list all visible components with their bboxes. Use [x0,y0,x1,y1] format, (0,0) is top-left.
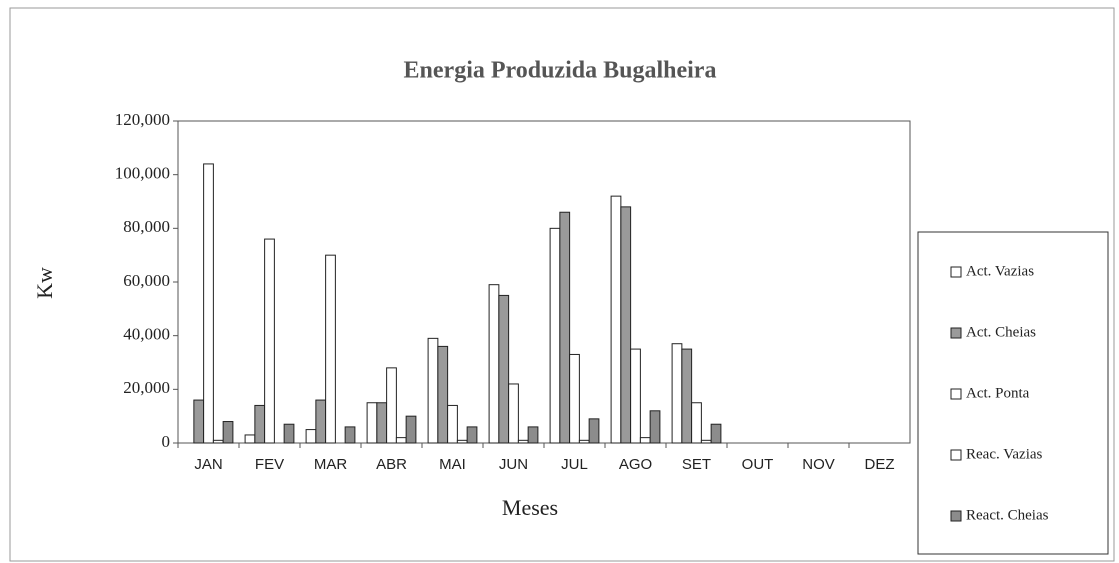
bar [437,345,449,444]
bar [386,367,397,444]
bar [222,421,234,444]
legend-swatch [950,327,962,339]
bar [671,343,683,444]
bar [649,410,661,444]
bar [681,348,693,444]
x-tick-label: JUL [561,456,588,473]
bar [456,439,468,444]
y-tick-label: 40,000 [123,325,170,344]
x-tick-label: SET [682,456,711,473]
bar [578,439,590,444]
legend-swatch [950,510,962,522]
bar [620,206,632,444]
bar [700,439,712,444]
bar [498,294,510,444]
legend-label: Act. Ponta [966,385,1030,401]
x-tick-label: MAI [439,456,466,473]
bar [254,404,266,444]
bar [549,227,561,444]
bar [193,399,205,444]
bar [244,434,256,444]
y-tick-label: 60,000 [123,271,170,290]
bar [517,439,529,444]
x-tick-label: AGO [619,456,652,473]
legend-label: Reac. Vazias [966,446,1043,462]
y-tick-label: 120,000 [115,110,170,129]
bar [559,211,571,444]
bar [630,348,641,444]
legend-label: Act. Vazias [966,263,1034,279]
bar [344,426,356,444]
bar [488,284,500,444]
bar [212,439,224,444]
x-tick-label: DEZ [865,456,895,473]
x-axis-label: Meses [502,495,558,520]
frame [9,7,1115,562]
bar [325,254,336,444]
bar [639,437,651,444]
y-tick-label: 100,000 [115,164,170,183]
bar [466,426,478,444]
y-tick-label: 0 [162,432,171,451]
plot-area [177,120,911,444]
x-tick-label: ABR [376,456,407,473]
legend-label: React. Cheias [966,507,1049,523]
y-tick-label: 80,000 [123,217,170,236]
bar [447,404,458,444]
x-tick-label: JUN [499,456,528,473]
bar [315,399,327,444]
x-tick-label: NOV [802,456,835,473]
bar [366,402,378,444]
bar [427,337,439,444]
x-tick-label: JAN [194,456,222,473]
legend [917,231,1109,555]
y-tick-label: 20,000 [123,378,170,397]
x-tick-label: OUT [742,456,774,473]
x-tick-label: FEV [255,456,284,473]
bar [508,383,519,444]
chart-title: Energia Produzida Bugalheira [404,58,717,84]
bar [610,195,622,444]
y-axis-label: Kw [32,267,57,299]
legend-label: Act. Cheias [966,324,1036,340]
legend-swatch [950,266,962,278]
bar [395,437,407,444]
bar [527,426,539,444]
bar [691,402,702,444]
bar [264,238,275,444]
bar [710,423,722,444]
legend-swatch [950,449,962,461]
bar [569,353,580,444]
bar [283,423,295,444]
bar [203,163,214,444]
legend-swatch [950,388,962,400]
bar [376,402,388,444]
bar [405,415,417,444]
x-tick-label: MAR [314,456,348,473]
bar [305,429,317,444]
bar [588,418,600,444]
